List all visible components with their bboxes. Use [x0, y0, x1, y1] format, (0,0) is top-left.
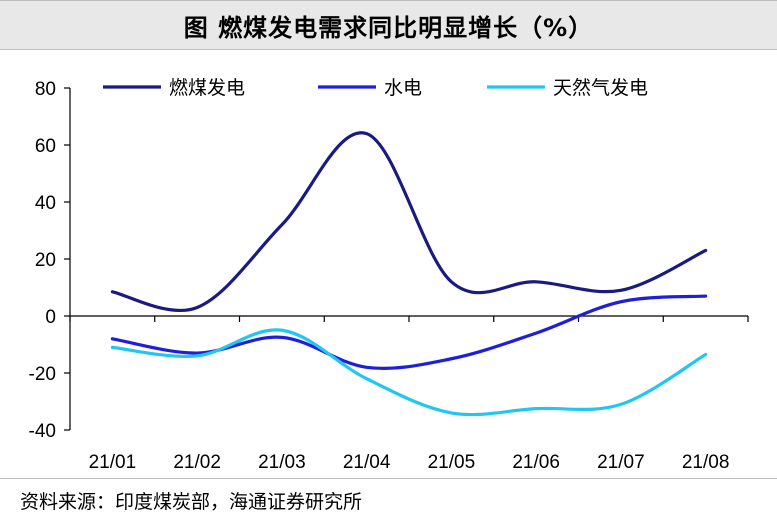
legend-label: 燃煤发电	[169, 77, 245, 99]
y-tick-label: 80	[35, 79, 56, 100]
x-tick-label: 21/05	[428, 452, 476, 473]
series-line-1	[110, 131, 708, 313]
x-tick-label: 21/08	[682, 452, 730, 473]
chart-title: 图 燃煤发电需求同比明显增长（%）	[183, 13, 594, 42]
chart-axes	[69, 88, 748, 430]
x-tick-label: 21/07	[597, 452, 645, 473]
legend: 燃煤发电 水电 天然气发电	[103, 77, 648, 99]
legend-label: 天然气发电	[553, 77, 648, 99]
x-tick-label: 21/06	[512, 452, 560, 473]
y-tick-label: 20	[35, 250, 56, 271]
source-bar: 资料来源：印度煤炭部，海通证券研究所	[0, 478, 777, 520]
series-line-2	[110, 294, 708, 370]
source-note: 资料来源：印度煤炭部，海通证券研究所	[20, 491, 363, 513]
x-tick-label: 21/01	[89, 452, 137, 473]
x-axis-ticks: 21/01 21/02 21/03 21/04 21/05 21/06 21/07 21/08	[69, 316, 749, 473]
x-tick-label: 21/04	[343, 452, 391, 473]
y-tick-label: 60	[35, 136, 56, 157]
y-tick-label: 40	[35, 193, 56, 214]
series-lines	[110, 131, 708, 417]
series-line-3	[110, 328, 708, 417]
chart-title-bar: 图 燃煤发电需求同比明显增长（%）	[0, 0, 777, 50]
x-tick-label: 21/02	[173, 452, 221, 473]
y-tick-label: 0	[45, 307, 56, 328]
y-tick-label: -20	[29, 364, 56, 385]
y-axis-ticks: 80 60 40 20 0 -20 -40	[29, 79, 70, 442]
legend-label: 水电	[384, 77, 422, 99]
y-tick-label: -40	[29, 421, 56, 442]
x-tick-label: 21/03	[258, 452, 306, 473]
